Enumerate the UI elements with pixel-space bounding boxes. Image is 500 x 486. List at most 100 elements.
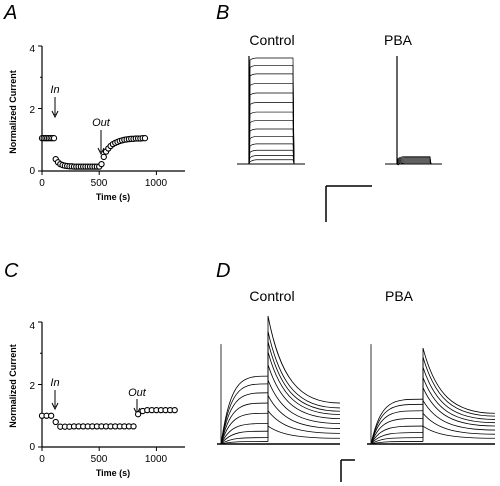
chart-c-ytick-label: 0	[29, 442, 35, 453]
panel-d-pba-traces	[367, 344, 496, 445]
panel-b-control-trace	[248, 65, 295, 165]
panel-b-control-trace	[248, 83, 295, 165]
panel-d-control-tail-trace	[267, 392, 341, 429]
panel-b-control-trace	[248, 136, 295, 165]
panel-b-pba-traces	[385, 56, 442, 166]
chart-a: 4 2 0 0 500 1000 Time (s) Normalized Cur…	[8, 44, 185, 202]
chart-a-y-axis-label: Normalized Current	[8, 70, 18, 154]
panel-d-pba-tail-trace	[422, 387, 496, 427]
chart-a-xtick-label: 1000	[145, 178, 168, 189]
panel-b-pba-trace	[396, 162, 432, 166]
chart-c-ytick-label: 4	[29, 321, 35, 332]
chart-c-ytick-label: 2	[29, 381, 35, 392]
panel-d-control-activation-trace	[220, 441, 269, 445]
panel-d-control-activation-trace	[220, 412, 269, 445]
panel-d-pba-activation-trace	[370, 425, 424, 445]
chart-c-xtick-label: 0	[39, 454, 45, 465]
chart-a-arrowhead-out	[97, 147, 105, 156]
panel-b-control-trace	[248, 143, 295, 165]
panel-d-control-tail-trace	[267, 379, 341, 424]
chart-c-x-axis-label: Time (s)	[96, 468, 130, 478]
panel-d-control-activation-trace	[220, 375, 269, 445]
panel-b-control-trace	[248, 159, 295, 165]
chart-c-point	[48, 412, 55, 419]
panel-d-control-tail-trace	[267, 351, 341, 424]
panel-d-pba-tail-trace	[422, 399, 496, 439]
panel-b-control-trace	[248, 155, 295, 165]
chart-a-point	[50, 135, 58, 142]
chart-a-point	[141, 135, 149, 142]
panel-b-control-traces	[237, 56, 305, 165]
chart-a-xtick-label: 500	[91, 178, 108, 189]
panel-b-title-pba: PBA	[384, 32, 413, 48]
panel-d-scale-bar	[340, 459, 355, 482]
chart-c-arrowhead-in	[51, 402, 59, 411]
chart-a-xtick-label: 0	[39, 178, 45, 189]
chart-c-point	[134, 411, 142, 418]
chart-c-point	[52, 418, 59, 426]
chart-c: 4 2 0 0 500 1000 Time (s) Normalized Cur…	[8, 321, 185, 478]
panel-label-c: C	[4, 260, 19, 282]
panel-label-d: D	[216, 260, 230, 282]
panel-d-control-tail-trace	[267, 341, 341, 432]
panel-b-title-control: Control	[249, 32, 294, 48]
chart-c-annotation-in: In	[50, 377, 59, 389]
chart-c-annotation-out: Out	[128, 387, 147, 399]
panel-d: Control PBA	[217, 288, 496, 482]
panel-b-control-trace	[248, 57, 295, 165]
panel-label-b: B	[216, 2, 229, 24]
chart-a-arrowhead-in	[51, 110, 59, 119]
panel-d-control-activation-trace	[220, 437, 269, 445]
panel-b: Control PBA	[237, 32, 442, 222]
chart-a-point	[100, 153, 107, 161]
panel-b-pba-trace	[396, 161, 432, 165]
panel-d-control-activation-trace	[220, 402, 269, 445]
chart-c-points	[38, 406, 178, 430]
panel-d-pba-activation-trace	[370, 398, 424, 445]
panel-b-control-trace	[248, 128, 295, 165]
panel-b-control-trace	[248, 92, 295, 165]
chart-c-point	[130, 423, 137, 430]
panel-d-pba-activation-trace	[370, 441, 424, 445]
panel-d-title-pba: PBA	[385, 288, 414, 304]
chart-c-xtick-label: 1000	[145, 454, 168, 465]
panel-d-pba-tail-trace	[422, 377, 496, 427]
panel-d-control-tail-trace	[267, 331, 341, 438]
chart-a-annotation-out: Out	[92, 117, 111, 129]
panel-d-control-tail-trace	[267, 383, 341, 434]
panel-d-control-activation-trace	[220, 392, 269, 445]
panel-d-control-tail-trace	[267, 315, 341, 442]
panel-b-control-trace	[248, 149, 295, 165]
chart-a-x-axis-label: Time (s)	[96, 192, 130, 202]
panel-d-control-activation-trace	[220, 423, 269, 445]
panel-d-pba-tail-trace	[422, 367, 496, 433]
panel-d-control-traces	[217, 315, 341, 445]
chart-c-y-axis-label: Normalized Current	[8, 344, 18, 428]
panel-d-pba-tail-trace	[422, 356, 496, 438]
chart-a-ticks	[38, 45, 157, 175]
panel-d-pba-activation-trace	[370, 432, 424, 445]
panel-d-pba-activation-trace	[370, 410, 424, 445]
chart-a-ytick-label: 4	[29, 44, 35, 55]
panel-b-pba-trace	[396, 159, 432, 165]
chart-c-xtick-label: 500	[91, 454, 108, 465]
panel-d-control-activation-trace	[220, 430, 269, 445]
panel-d-pba-activation-trace	[370, 437, 424, 445]
panel-d-pba-activation-trace	[370, 418, 424, 445]
panel-b-control-trace	[248, 120, 295, 165]
panel-d-pba-tail-trace	[422, 347, 496, 442]
panel-d-pba-tail-trace	[422, 398, 496, 431]
panel-b-pba-trace	[396, 156, 432, 165]
panel-b-control-trace	[248, 111, 295, 165]
panel-d-control-tail-trace	[267, 376, 341, 439]
chart-a-point	[98, 160, 105, 168]
panel-b-pba-trace	[396, 160, 432, 165]
panel-b-scale-bar	[325, 185, 372, 222]
chart-a-points	[38, 135, 149, 170]
chart-a-ytick-label: 0	[29, 166, 35, 177]
chart-a-ytick-label: 2	[29, 105, 35, 116]
chart-a-annotation-in: In	[50, 84, 59, 96]
panel-d-title-control: Control	[249, 288, 294, 304]
panel-label-a: A	[3, 2, 17, 24]
chart-c-point	[171, 406, 178, 414]
